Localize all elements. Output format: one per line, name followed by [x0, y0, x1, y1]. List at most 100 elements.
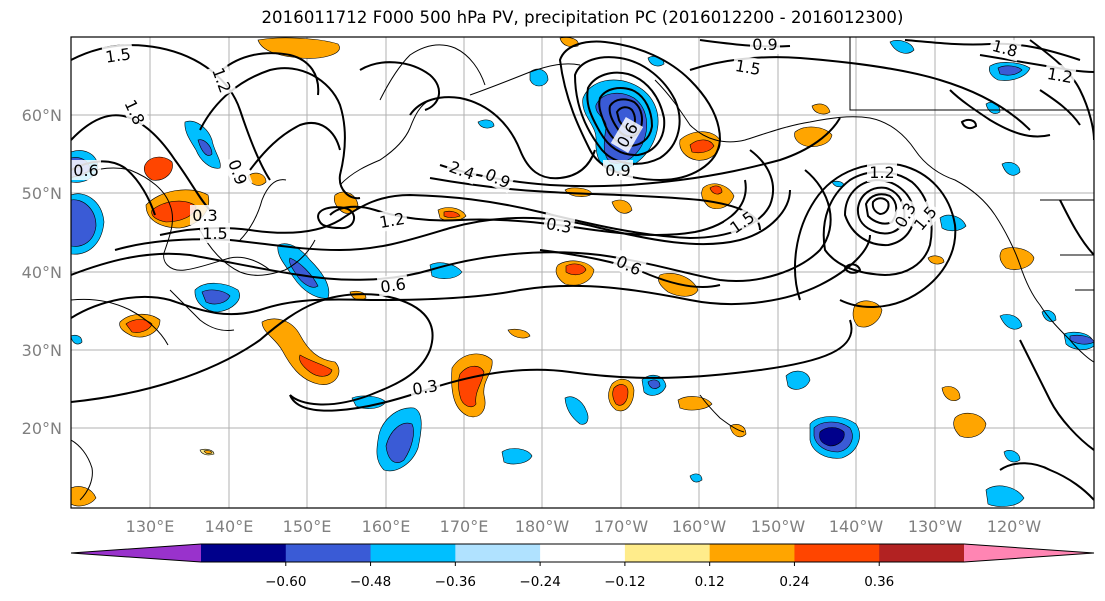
- latitude-label: 30°N: [22, 341, 62, 360]
- longitude-label: 180°W: [515, 517, 570, 536]
- contour-label: 1.5: [200, 223, 230, 243]
- coastline: [71, 298, 169, 346]
- contour-label: 0.6: [376, 273, 410, 297]
- contour-labels: 1.51.21.80.90.60.31.51.20.60.32.4 0.90.60…: [71, 35, 1077, 400]
- contour-label-text: 1.2: [378, 209, 406, 232]
- longitude-label: 160°W: [672, 517, 727, 536]
- colorbar-segment: [709, 544, 795, 562]
- pv-contour: [558, 40, 722, 182]
- coastline: [199, 229, 316, 276]
- coastline: [849, 37, 1094, 111]
- precip-blob: [689, 139, 715, 154]
- contour-label-text: 0.6: [379, 274, 407, 296]
- contour-label-text: 1.2: [869, 163, 894, 182]
- colorbar-segment: [794, 544, 880, 562]
- precip-blob: [927, 255, 945, 265]
- colorbar-tick-label: 0.24: [779, 574, 809, 590]
- precip-blob: [999, 247, 1035, 270]
- pv-contour: [864, 193, 898, 225]
- contour-label-text: 1.5: [202, 224, 227, 243]
- longitude-label: 150°E: [283, 517, 332, 536]
- precip-blob: [201, 289, 231, 305]
- colorbar-segment: [370, 544, 456, 562]
- contour-label: 1.2: [1043, 62, 1077, 88]
- pv-contour: [359, 61, 440, 111]
- longitude-label: 130°W: [908, 517, 963, 536]
- precip-blob: [385, 422, 414, 463]
- precip-blob: [143, 156, 173, 181]
- pv-contour: [71, 114, 211, 211]
- precip-blob: [507, 328, 531, 339]
- pv-contour: [794, 162, 957, 308]
- contour-label: 0.3: [190, 205, 220, 225]
- colorbar-extend-min: [71, 544, 201, 562]
- colorbar-tick-label: −0.48: [350, 574, 391, 590]
- pv-contour: [199, 67, 361, 200]
- precip-blob: [889, 40, 915, 54]
- pv-contour: [699, 39, 791, 48]
- precip-blob: [1001, 162, 1021, 176]
- coastlines: [71, 37, 1094, 501]
- pv-contour: [573, 56, 681, 165]
- longitude-label: 170°W: [594, 517, 649, 536]
- colorbar-segment: [201, 544, 287, 562]
- colorbar-tick-label: 0.36: [864, 574, 894, 590]
- colorbar-extend-max: [964, 544, 1094, 562]
- contour-label: 1.8: [987, 36, 1023, 62]
- contour-label-text: 0.9: [752, 35, 777, 54]
- precip-blob: [203, 450, 213, 454]
- colorbar-tick-label: −0.36: [435, 574, 476, 590]
- coastline: [469, 63, 581, 96]
- precip-blob: [612, 384, 629, 406]
- pv-contour: [1059, 199, 1094, 256]
- longitude-label: 160°E: [362, 517, 411, 536]
- colorbar-segment: [540, 544, 626, 562]
- contour-label: 1.2: [867, 162, 897, 182]
- coastline: [169, 289, 235, 331]
- pv-contour: [409, 96, 596, 180]
- pv-contour: [949, 89, 1051, 138]
- contour-label-text: 0.9: [605, 161, 630, 180]
- colorbar-segment: [455, 544, 541, 562]
- precip-blob: [299, 354, 333, 377]
- precip-blob: [443, 210, 461, 218]
- contour-label: 1.5: [101, 43, 135, 67]
- precip-blob: [689, 473, 703, 483]
- pv-contour: [71, 293, 434, 406]
- coastline: [699, 394, 745, 433]
- longitude-label: 130°E: [126, 517, 175, 536]
- precip-blob: [564, 396, 589, 425]
- contour-label-text: 1.5: [104, 44, 132, 66]
- pv-contour: [114, 189, 791, 252]
- precip-blob: [939, 214, 967, 232]
- contour-label-text: 1.2: [1046, 64, 1074, 87]
- longitude-label: 120°W: [987, 517, 1042, 536]
- colorbar-tick-label: −0.60: [265, 574, 306, 590]
- contour-label-text: 0.3: [545, 214, 573, 237]
- precip-blob: [941, 386, 961, 401]
- colorbar-segment: [624, 544, 711, 562]
- precip-blob: [953, 412, 987, 438]
- precip-blob: [197, 139, 213, 156]
- pv-contour: [843, 263, 862, 274]
- pv-contour: [71, 169, 832, 282]
- pv-contour: [871, 197, 890, 216]
- contour-label-text: 1.8: [990, 36, 1020, 61]
- longitude-label: 140°W: [829, 517, 884, 536]
- coastline: [654, 79, 996, 216]
- pv-contour: [1019, 339, 1094, 451]
- precip-blob: [559, 37, 579, 48]
- pv-contour: [249, 122, 341, 171]
- contour-label-text: 0.3: [411, 376, 439, 399]
- pv-contour: [586, 71, 666, 157]
- contour-label-text: 1.5: [734, 56, 762, 79]
- contour-label: 0.6: [611, 249, 647, 281]
- map-title: 2016011712 F000 500 hPa PV, precipitatio…: [261, 8, 904, 27]
- pv-contour: [904, 39, 1081, 61]
- latitude-labels: 60°N 50°N 40°N 30°N 20°N: [22, 106, 62, 438]
- contour-label: 1.5: [731, 54, 765, 80]
- contour-label-text: 0.6: [73, 161, 98, 180]
- coastline: [379, 44, 486, 101]
- precip-blob: [611, 199, 633, 214]
